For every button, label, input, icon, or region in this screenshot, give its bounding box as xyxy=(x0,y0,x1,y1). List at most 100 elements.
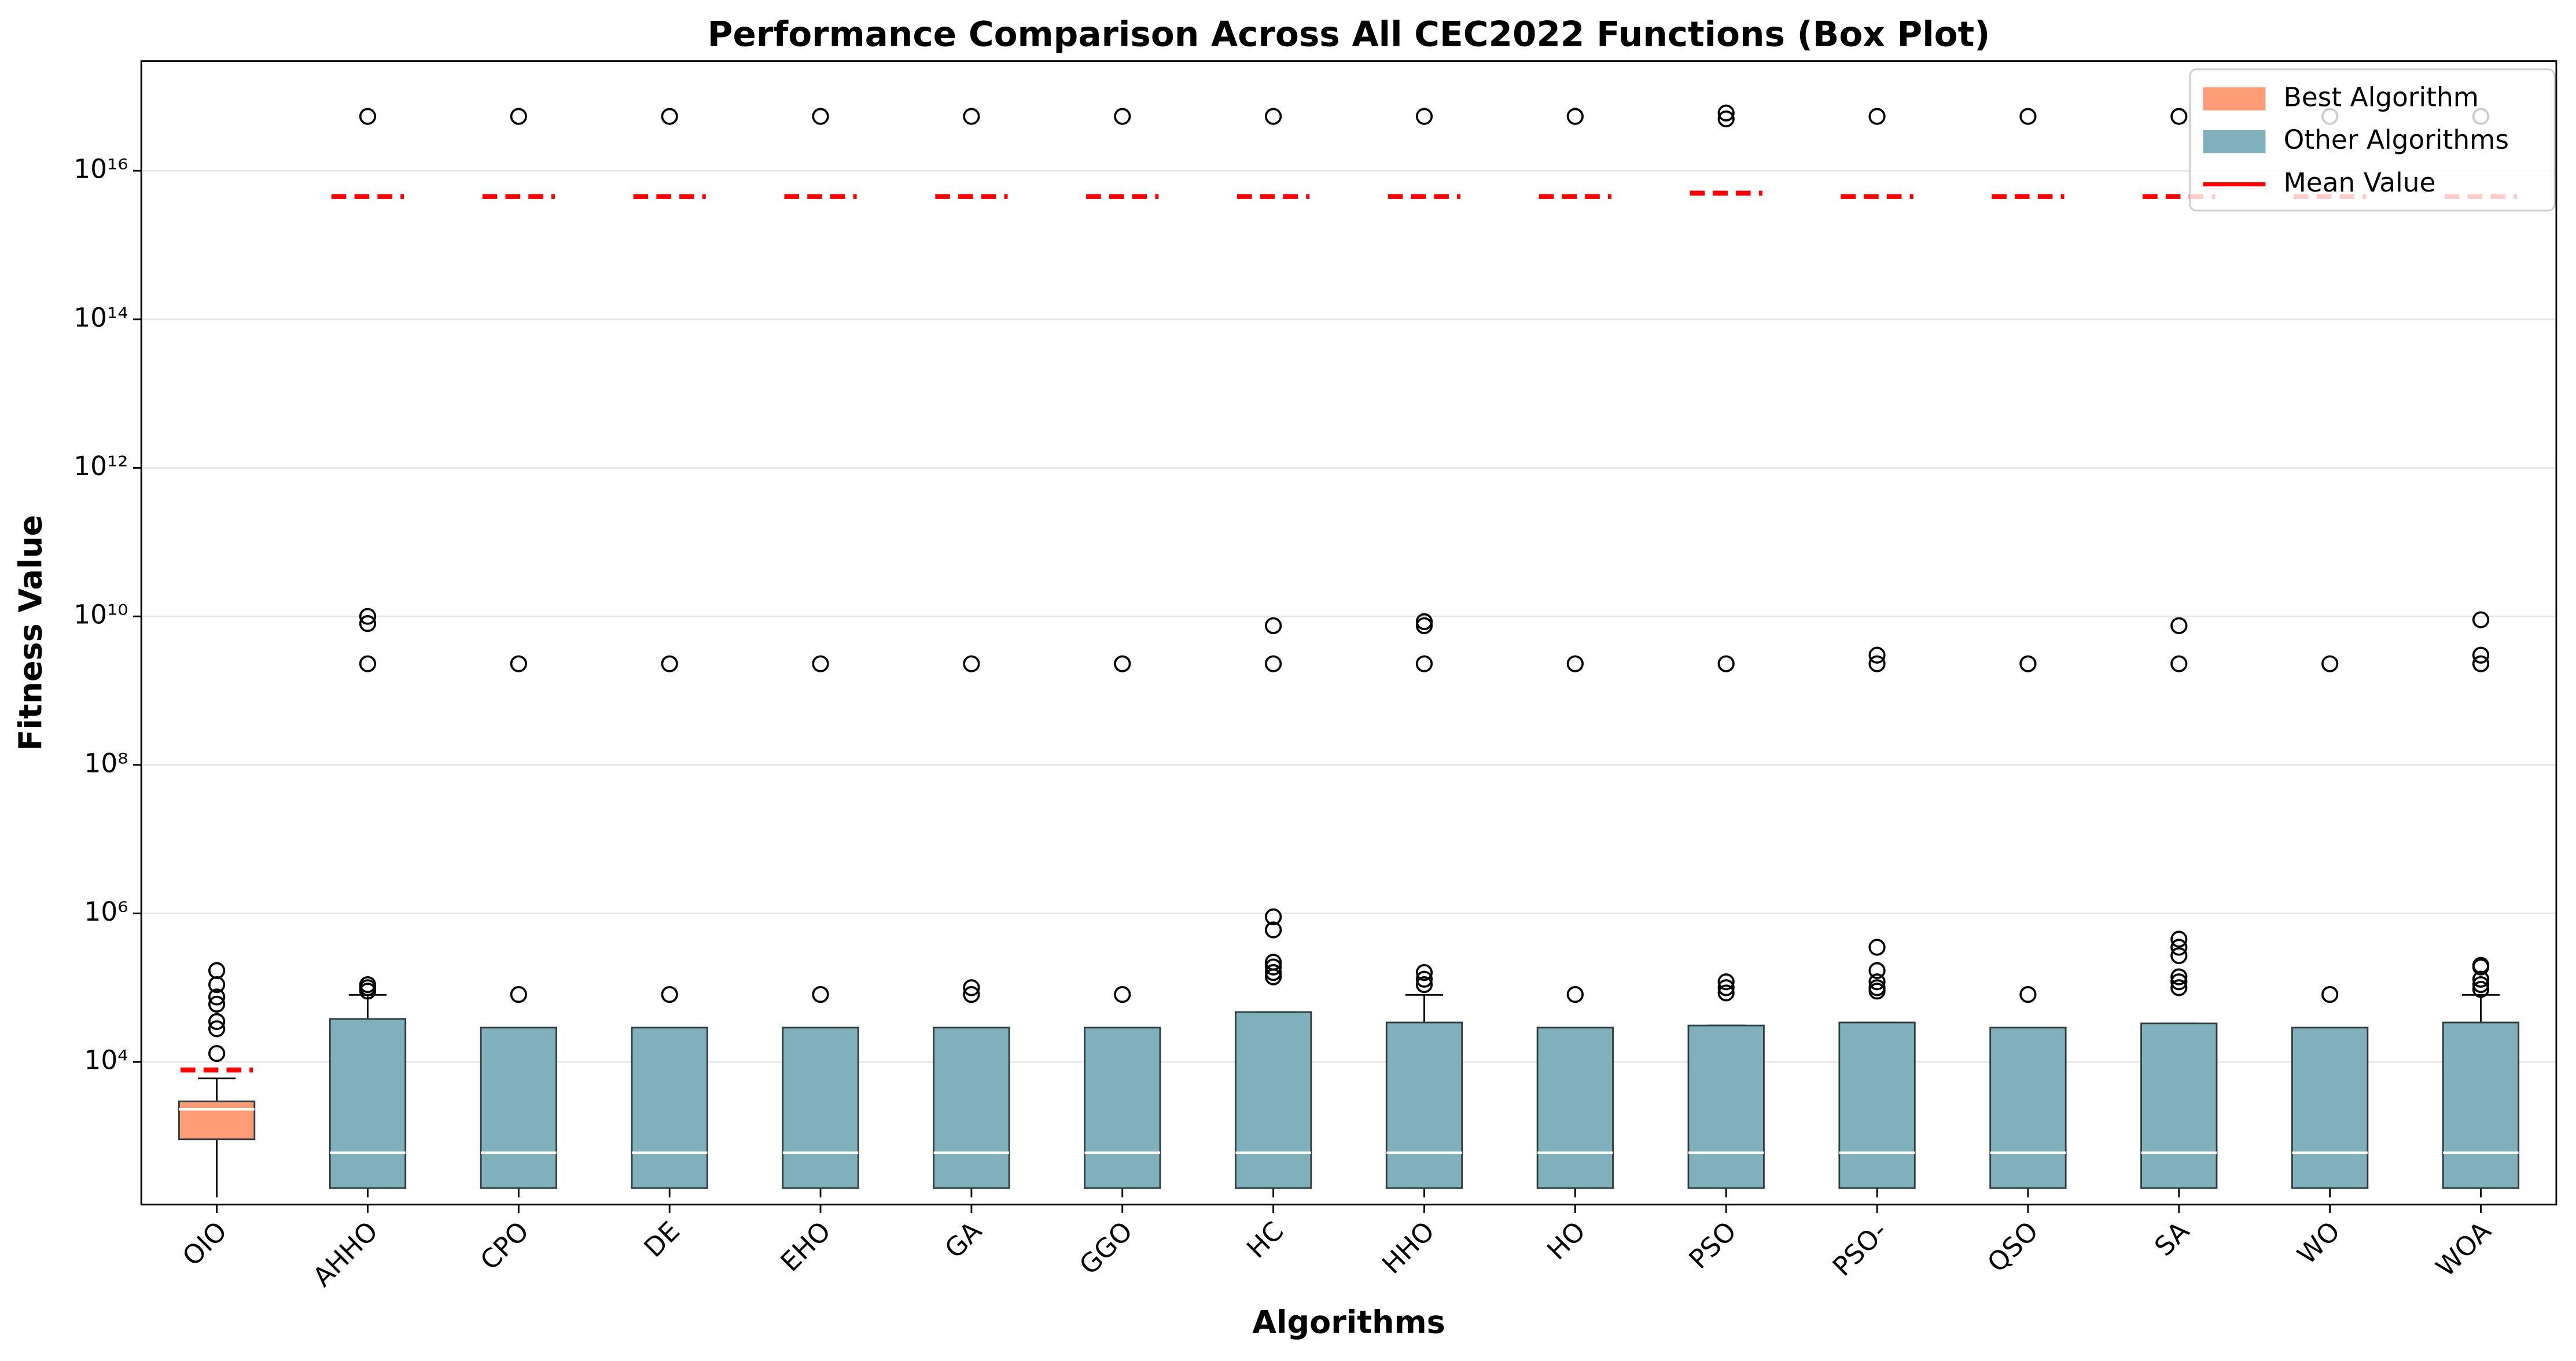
y-tick-label: 10¹⁰ xyxy=(73,599,128,630)
outlier xyxy=(208,1044,226,1062)
legend-swatch xyxy=(2203,87,2266,111)
legend-label: Best Algorithm xyxy=(2284,82,2479,112)
outlier xyxy=(1265,964,1282,981)
axes-frame xyxy=(140,60,2557,1206)
y-axis-label: Fitness Value xyxy=(12,515,49,751)
outlier xyxy=(2019,108,2037,125)
outlier xyxy=(1717,973,1735,991)
outlier xyxy=(963,108,980,125)
outlier xyxy=(208,976,226,994)
box xyxy=(329,1018,407,1189)
box xyxy=(1989,1027,2067,1189)
outlier xyxy=(1114,986,1131,1003)
outlier xyxy=(1265,617,1282,634)
outlier xyxy=(2170,939,2188,956)
outlier xyxy=(208,988,226,1006)
legend-label: Mean Value xyxy=(2284,167,2436,198)
outlier xyxy=(2472,655,2490,672)
outlier xyxy=(2472,611,2490,628)
y-tick-label: 10⁸ xyxy=(84,748,128,778)
outlier xyxy=(2170,968,2188,985)
outlier xyxy=(1566,655,1584,672)
box xyxy=(2140,1022,2218,1189)
outlier xyxy=(359,608,377,625)
plot-area xyxy=(178,104,2520,1198)
outlier xyxy=(359,108,377,125)
outlier xyxy=(2170,973,2188,991)
outlier xyxy=(359,655,377,672)
outlier xyxy=(1566,108,1584,125)
outlier xyxy=(1415,617,1433,634)
outlier xyxy=(1868,655,1886,672)
outlier xyxy=(1566,986,1584,1003)
box xyxy=(2442,1021,2520,1189)
outlier xyxy=(2321,986,2339,1003)
box xyxy=(782,1027,859,1189)
y-tick-label: 10⁴ xyxy=(84,1045,128,1076)
outlier xyxy=(1415,976,1433,994)
chart-title: Performance Comparison Across All CEC202… xyxy=(708,15,1990,55)
outlier xyxy=(208,995,226,1013)
y-tick-label: 10¹⁶ xyxy=(73,154,128,185)
box xyxy=(1838,1021,1916,1189)
outlier xyxy=(1717,984,1735,1002)
outlier xyxy=(1717,104,1735,122)
x-axis-label: Algorithms xyxy=(1252,1304,1445,1341)
outlier xyxy=(812,986,829,1003)
outlier xyxy=(1265,108,1282,125)
outlier xyxy=(2170,617,2188,634)
box xyxy=(1687,1024,1765,1189)
outlier xyxy=(510,108,527,125)
outlier xyxy=(2170,108,2188,125)
outlier xyxy=(2472,976,2490,994)
outlier xyxy=(2019,655,2037,672)
outlier xyxy=(1265,958,1282,976)
outlier xyxy=(208,1020,226,1038)
box xyxy=(933,1027,1010,1189)
outlier xyxy=(2472,958,2490,976)
outlier xyxy=(510,655,527,672)
box xyxy=(631,1027,708,1189)
box xyxy=(480,1027,557,1189)
outlier xyxy=(359,983,377,1000)
outlier xyxy=(812,655,829,672)
outlier xyxy=(963,655,980,672)
outlier xyxy=(1868,108,1886,125)
outlier xyxy=(510,986,527,1003)
box xyxy=(1536,1027,1614,1189)
outlier xyxy=(2321,655,2339,672)
outlier xyxy=(1868,646,1886,664)
outlier xyxy=(1868,939,1886,956)
outlier xyxy=(1415,108,1433,125)
outlier xyxy=(661,108,678,125)
outlier xyxy=(2019,986,2037,1003)
outlier xyxy=(1415,964,1433,981)
outlier xyxy=(1265,968,1282,985)
outlier xyxy=(661,655,678,672)
outlier xyxy=(1868,983,1886,1000)
legend-label: Other Algorithms xyxy=(2284,124,2509,155)
outlier xyxy=(1114,655,1131,672)
outlier xyxy=(2170,655,2188,672)
outlier xyxy=(2472,970,2490,988)
box xyxy=(1084,1027,1161,1189)
box xyxy=(1234,1011,1312,1189)
legend: Best Algorithm Other Algorithms Mean Value xyxy=(2189,68,2556,212)
outlier xyxy=(1868,962,1886,979)
y-tick-label: 10¹⁴ xyxy=(73,302,128,333)
outlier xyxy=(1265,921,1282,939)
box xyxy=(1385,1021,1463,1189)
outlier xyxy=(208,1013,226,1031)
box xyxy=(178,1100,256,1141)
outlier xyxy=(2170,979,2188,996)
outlier xyxy=(2170,947,2188,965)
outlier xyxy=(963,979,980,996)
outlier xyxy=(661,986,678,1003)
outlier xyxy=(2472,981,2490,998)
outlier xyxy=(1415,655,1433,672)
box xyxy=(2291,1027,2369,1189)
y-tick-label: 10⁶ xyxy=(84,896,128,927)
outlier xyxy=(1265,908,1282,926)
